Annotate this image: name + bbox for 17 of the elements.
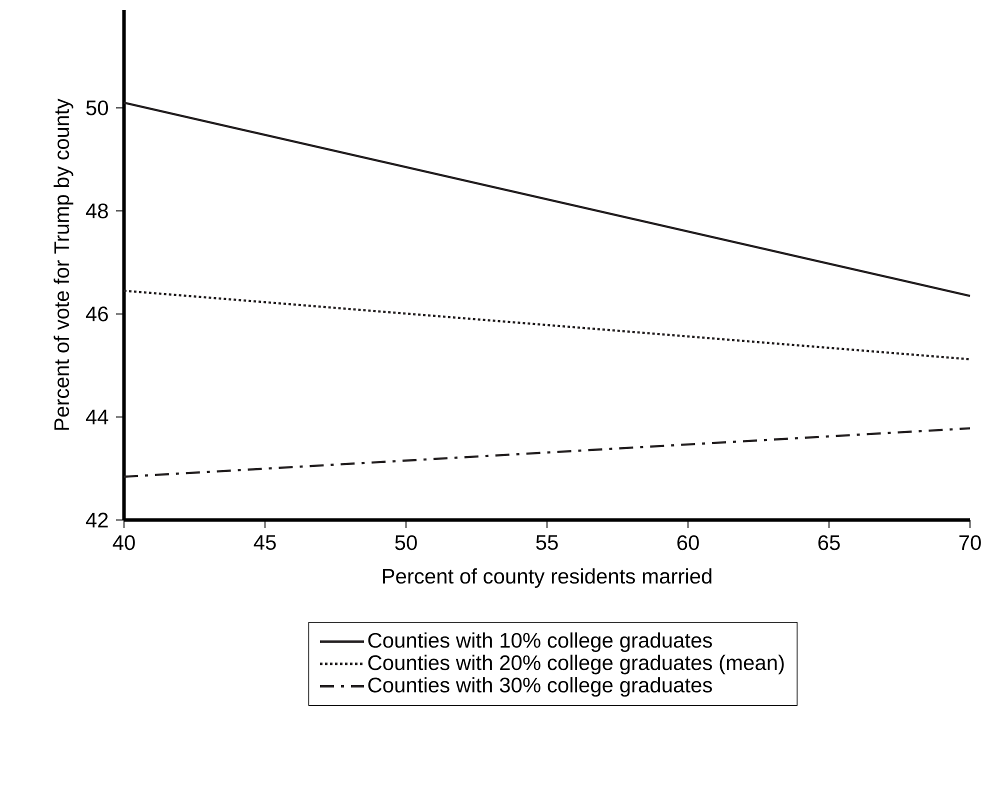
y-tick-label: 44 xyxy=(86,410,108,424)
y-axis-title: Percent of vote for Trump by county xyxy=(54,98,74,430)
x-tick-label: 55 xyxy=(536,535,558,550)
x-tick-label: 70 xyxy=(959,535,981,550)
y-tick-label: 42 xyxy=(86,512,108,528)
x-tick-label: 60 xyxy=(677,535,699,550)
legend-label: Counties with 10% college graduates xyxy=(368,632,712,652)
y-tick-label: 50 xyxy=(86,100,108,116)
y-tick-label: 46 xyxy=(86,306,108,322)
x-tick-label: 65 xyxy=(818,535,840,550)
y-tick-label: 48 xyxy=(86,203,108,218)
legend-label: Counties with 20% college graduates (mean) xyxy=(368,654,784,674)
x-tick-label: 50 xyxy=(395,535,417,550)
legend-label: Counties with 30% college graduates xyxy=(368,677,712,697)
x-tick-label: 40 xyxy=(112,535,135,550)
x-tick-label: 45 xyxy=(254,535,276,550)
x-axis-title: Percent of county residents married xyxy=(382,568,712,588)
